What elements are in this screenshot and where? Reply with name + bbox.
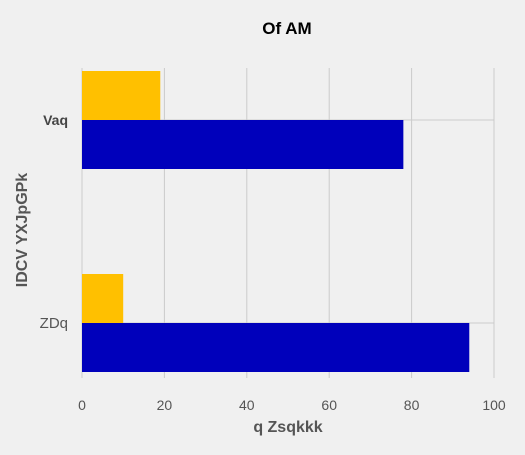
x-tick-label: 40 [239,397,255,413]
x-tick-label: 60 [321,397,337,413]
x-tick-label: 100 [482,397,506,413]
bars [82,71,470,372]
y-category-labels: Vaq ZDq [40,112,68,332]
bar-vaq-series-2 [82,120,404,169]
bar-zdq-series-2 [82,323,470,372]
x-tick-labels: 0 20 40 60 80 100 [78,397,506,413]
bar-zdq-series-1 [82,274,124,323]
x-axis-label: q Zsqkkk [253,419,322,436]
y-axis-label: IDCV YXJpGPk [14,173,31,288]
x-tick-label: 80 [404,397,420,413]
bar-vaq-series-1 [82,71,161,120]
y-category-label: ZDq [40,315,68,332]
chart-title: Of AM [262,19,311,38]
y-category-label: Vaq [43,112,68,128]
x-tick-label: 0 [78,397,86,413]
x-tick-label: 20 [157,397,173,413]
